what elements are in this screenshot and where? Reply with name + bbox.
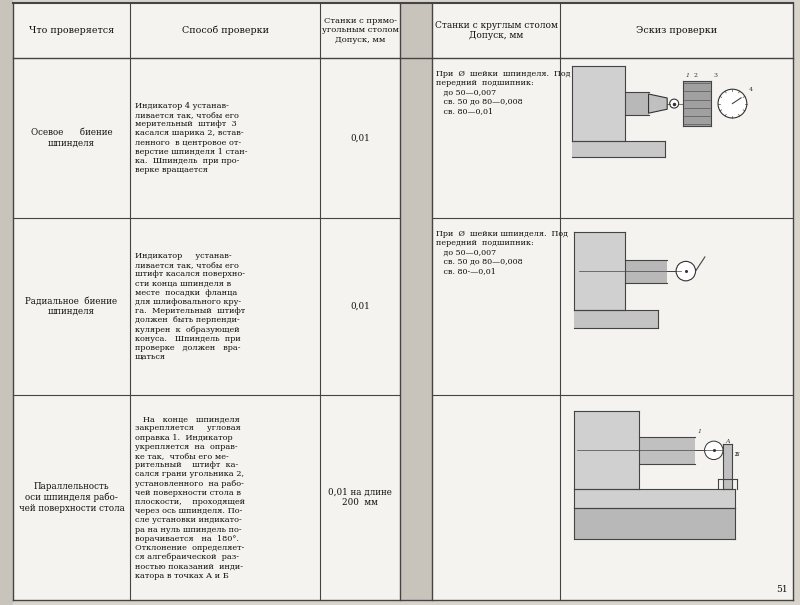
Text: 3: 3 (714, 73, 718, 78)
Text: 0,01 на длине
200  мм: 0,01 на длине 200 мм (328, 488, 392, 507)
Text: 0,01: 0,01 (350, 134, 370, 143)
Bar (639, 437, 695, 463)
Text: A: A (725, 439, 730, 443)
Text: 1: 1 (698, 429, 702, 434)
Text: Что проверяется: Что проверяется (29, 26, 114, 35)
Text: Параллельность
оси шпинделя рабо-
чей поверхности стола: Параллельность оси шпинделя рабо- чей по… (18, 482, 125, 512)
Circle shape (705, 441, 723, 460)
Bar (574, 411, 639, 489)
Circle shape (718, 89, 747, 118)
Text: Индикатор 4 устанав-
ливается так, чтобы его
мерительный  штифт  3
касался шарик: Индикатор 4 устанав- ливается так, чтобы… (135, 102, 247, 174)
Circle shape (676, 261, 695, 281)
Bar (683, 81, 711, 126)
Bar (572, 141, 665, 157)
Bar (572, 66, 626, 141)
Text: При  Ø  шейки  шпинделя.  Под
передний  подшипник:
   до 50—0,007
   св. 50 до 8: При Ø шейки шпинделя. Под передний подши… (436, 70, 570, 115)
Bar (0, 0, 13, 605)
Bar (626, 93, 649, 115)
Text: Осевое      биение
шпинделя: Осевое биение шпинделя (30, 128, 112, 148)
Text: Б: Б (734, 453, 739, 457)
Text: Индикатор     устанав-
ливается так, чтобы его
штифт касался поверхно-
сти конца: Индикатор устанав- ливается так, чтобы е… (135, 252, 246, 361)
Text: Радиальное  биение
шпинделя: Радиальное биение шпинделя (26, 297, 118, 316)
Text: Эскиз проверки: Эскиз проверки (636, 26, 717, 35)
Polygon shape (649, 94, 667, 113)
Text: На   конце   шпинделя
закрепляется     угловая
оправка 1.  Индикатор
укрепляется: На конце шпинделя закрепляется угловая о… (135, 415, 245, 580)
Text: Способ проверки: Способ проверки (182, 26, 269, 35)
Circle shape (670, 99, 678, 108)
Bar (574, 310, 658, 328)
Text: 2: 2 (693, 73, 697, 78)
Bar (400, 3, 432, 600)
Text: 1: 1 (686, 73, 690, 78)
Bar (626, 260, 667, 283)
Text: 2: 2 (734, 452, 738, 457)
Bar (574, 232, 626, 310)
Text: 0,01: 0,01 (350, 302, 370, 311)
Bar (574, 508, 734, 538)
Text: При  Ø  шейки шпинделя.  Под
передний  подшипник:
   до 50—0,007
   св. 50 до 80: При Ø шейки шпинделя. Под передний подши… (436, 230, 568, 275)
Text: 51: 51 (776, 585, 788, 594)
Text: 4: 4 (749, 87, 753, 92)
Text: Станки с круглым столом
Допуск, мм: Станки с круглым столом Допуск, мм (434, 21, 558, 40)
Bar (0, 0, 12, 605)
Bar (574, 489, 734, 508)
Text: Станки с прямо-
угольным столом
Допуск, мм: Станки с прямо- угольным столом Допуск, … (322, 18, 398, 44)
Bar (723, 444, 733, 489)
